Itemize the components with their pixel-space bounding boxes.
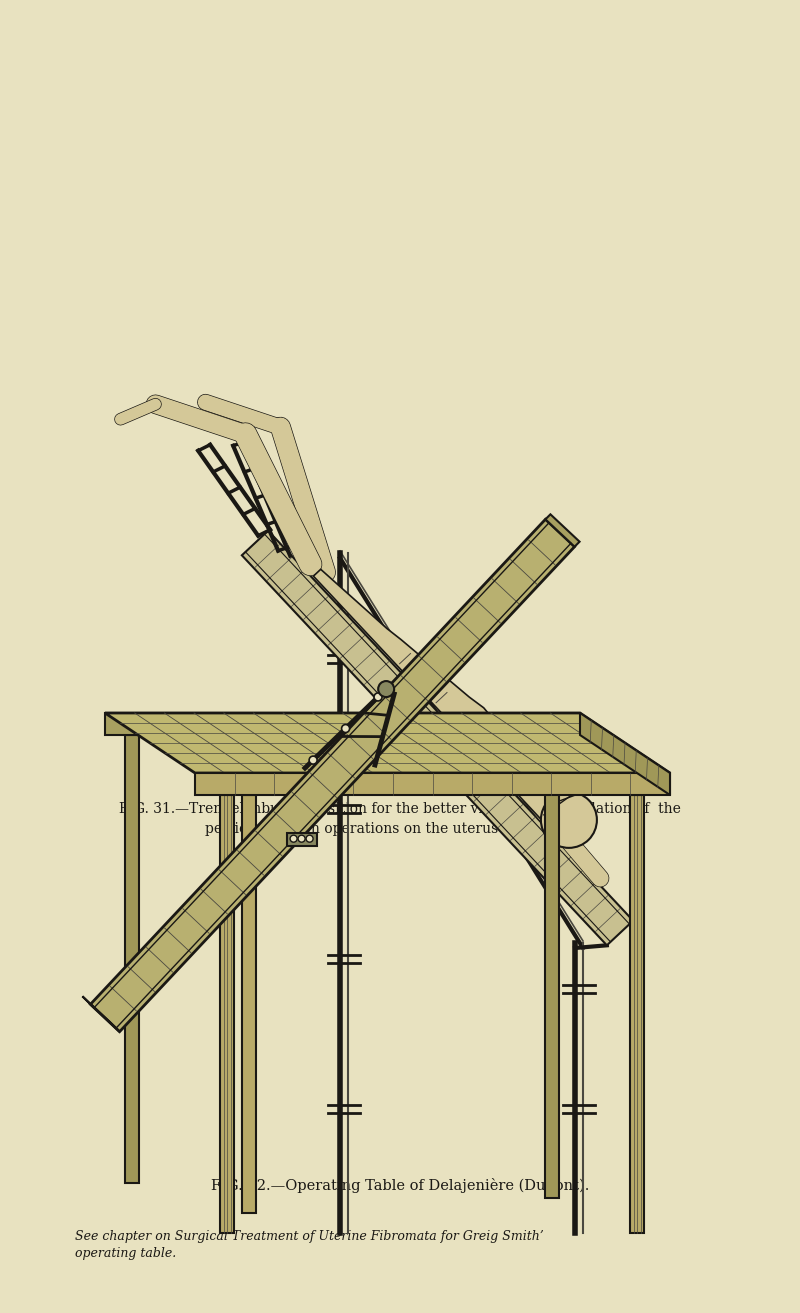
- Text: FIG. 32.—Operating Table of Delajenière (Dupont).: FIG. 32.—Operating Table of Delajenière …: [211, 1178, 589, 1192]
- Circle shape: [541, 792, 597, 848]
- Polygon shape: [546, 515, 579, 546]
- Polygon shape: [195, 773, 670, 794]
- Polygon shape: [220, 794, 234, 1233]
- Text: See chapter on Surgical Treatment of Uterine Fibromata for Greig Smith’: See chapter on Surgical Treatment of Ute…: [75, 1230, 544, 1243]
- Circle shape: [298, 835, 305, 842]
- Circle shape: [342, 725, 350, 733]
- Circle shape: [378, 681, 394, 697]
- Polygon shape: [630, 794, 644, 1233]
- Text: operating table.: operating table.: [75, 1247, 176, 1260]
- Polygon shape: [90, 520, 574, 1032]
- Polygon shape: [242, 530, 633, 945]
- Circle shape: [309, 756, 317, 764]
- Polygon shape: [286, 832, 317, 846]
- Circle shape: [374, 693, 382, 701]
- Polygon shape: [82, 997, 119, 1032]
- Polygon shape: [580, 713, 670, 794]
- Circle shape: [290, 835, 297, 842]
- Polygon shape: [105, 713, 670, 773]
- Text: pelvic viscera in operations on the uterus and annexa.*: pelvic viscera in operations on the uter…: [205, 822, 595, 835]
- Text: FIG. 31.—Trendelenburg’s position for the better view and manipulation of  the: FIG. 31.—Trendelenburg’s position for th…: [119, 801, 681, 815]
- Polygon shape: [314, 570, 563, 822]
- Circle shape: [306, 835, 313, 842]
- Polygon shape: [125, 735, 139, 1183]
- Polygon shape: [242, 794, 256, 1213]
- Polygon shape: [545, 735, 559, 1197]
- Polygon shape: [105, 713, 580, 735]
